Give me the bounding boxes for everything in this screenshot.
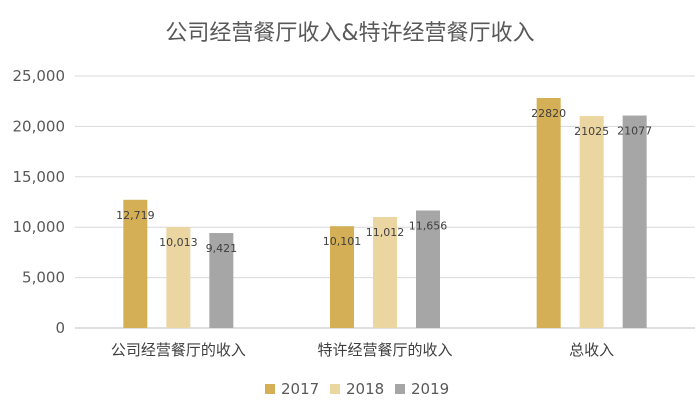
- legend-swatch: [395, 384, 405, 394]
- x-tick-label: 特许经营餐厅的收入: [317, 341, 452, 359]
- legend-label: 2019: [411, 380, 449, 398]
- legend-label: 2018: [346, 380, 384, 398]
- y-axis-ticks: 0 5,000 10,000 15,000 20,000 25,000: [13, 67, 66, 337]
- data-label: 21077: [617, 125, 652, 138]
- y-tick-label: 25,000: [13, 67, 66, 85]
- bar-2019-1: [209, 233, 234, 328]
- bar-2018-2: [373, 216, 397, 328]
- y-tick-label: 10,000: [13, 218, 66, 236]
- legend-label: 2017: [281, 380, 319, 398]
- data-label: 21025: [574, 125, 609, 138]
- data-label: 10,013: [159, 236, 198, 249]
- x-axis-ticks: 公司经营餐厅的收入 特许经营餐厅的收入 总收入: [111, 341, 614, 359]
- y-tick-label: 20,000: [13, 117, 66, 135]
- data-labels: 12,719 10,013 9,421 10,101 11,012 11,656 22820…: [116, 107, 652, 255]
- bar-2019-3: [622, 115, 647, 328]
- y-tick-label: 5,000: [22, 269, 65, 287]
- y-tick-label: 0: [55, 319, 65, 337]
- bar-2017-2: [330, 226, 354, 328]
- data-label: 9,421: [206, 242, 238, 255]
- y-tick-label: 15,000: [13, 168, 66, 186]
- bar-2018-1: [166, 227, 191, 328]
- bars: [123, 97, 647, 329]
- legend-swatch: [265, 384, 275, 394]
- data-label: 12,719: [116, 209, 155, 222]
- legend-swatch: [330, 384, 340, 394]
- chart-title: 公司经营餐厅收入&特许经营餐厅收入: [165, 21, 534, 46]
- bar-2019-2: [416, 210, 440, 328]
- data-label: 11,012: [366, 226, 405, 239]
- bar-2018-3: [579, 116, 604, 329]
- legend: 2017 2018 2019: [265, 380, 449, 398]
- data-label: 11,656: [409, 220, 448, 233]
- data-label: 10,101: [323, 235, 362, 248]
- bar-2017-1: [123, 199, 148, 328]
- bar-2017-3: [536, 97, 561, 329]
- data-label: 22820: [531, 107, 566, 120]
- x-tick-label: 总收入: [569, 341, 614, 359]
- x-tick-label: 公司经营餐厅的收入: [111, 341, 246, 359]
